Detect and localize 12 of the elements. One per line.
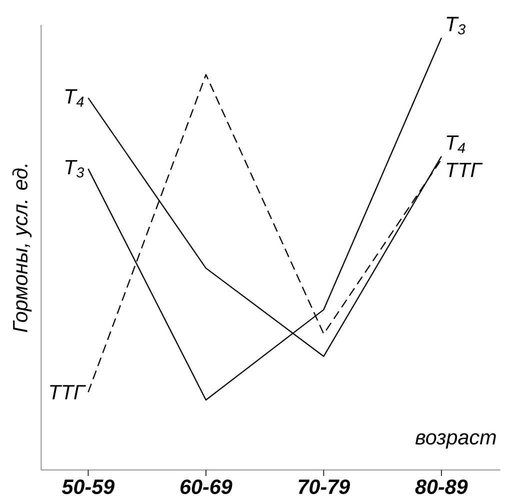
series-label: ТТГ — [50, 385, 86, 400]
x-axis-title: возраст — [415, 433, 496, 449]
text: ТТГ — [446, 162, 483, 178]
x-tick-label: 50-59 — [62, 479, 115, 494]
text: T$_{4}$ — [446, 135, 466, 153]
x-tick-label: 60-69 — [180, 479, 232, 494]
x-tick-label: 80-89 — [415, 479, 468, 494]
y-axis-title: Гормоны, усл. ед. — [12, 164, 32, 332]
series-label: T$_{4}$ — [65, 89, 84, 107]
x-tick-label: 70-79 — [298, 479, 350, 494]
text: T$_{3}$ — [446, 16, 466, 34]
series-label: T$_{3}$ — [65, 160, 84, 178]
